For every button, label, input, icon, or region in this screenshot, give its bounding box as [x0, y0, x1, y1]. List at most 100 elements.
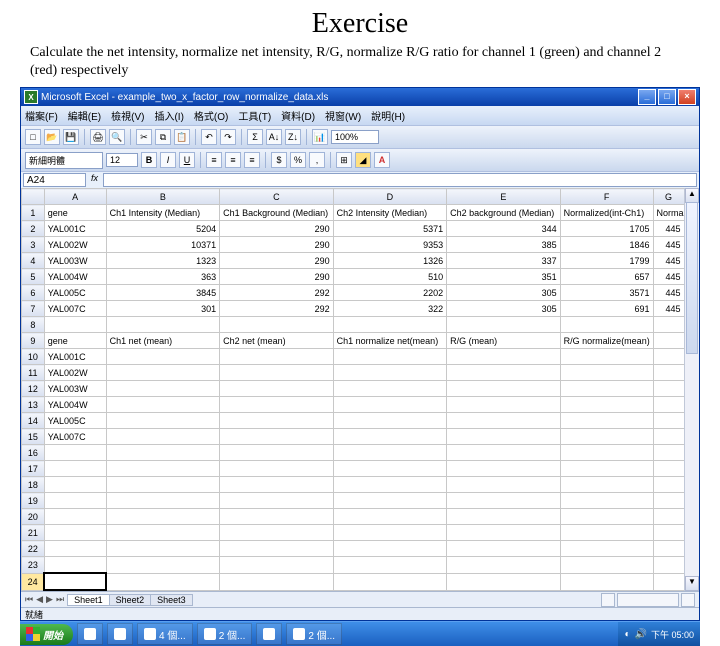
- cell[interactable]: YAL001C: [44, 349, 106, 365]
- menu-help[interactable]: 說明(H): [371, 108, 405, 123]
- taskbar-item[interactable]: 2 個...: [197, 623, 253, 645]
- bold-icon[interactable]: B: [141, 152, 157, 168]
- menu-view[interactable]: 檢視(V): [111, 108, 144, 123]
- cell[interactable]: [44, 477, 106, 493]
- cell[interactable]: [653, 349, 684, 365]
- cell[interactable]: Ch2 background (Median): [447, 205, 561, 221]
- copy-icon[interactable]: ⧉: [155, 129, 171, 145]
- cell[interactable]: 9353: [333, 237, 447, 253]
- row-header[interactable]: 15: [22, 429, 45, 445]
- row-header[interactable]: 11: [22, 365, 45, 381]
- cell[interactable]: [106, 525, 220, 541]
- taskbar-item[interactable]: [107, 623, 133, 645]
- cell[interactable]: 5204: [106, 221, 220, 237]
- cell[interactable]: [106, 429, 220, 445]
- cell[interactable]: [220, 541, 334, 557]
- cell[interactable]: [44, 509, 106, 525]
- cell[interactable]: [106, 397, 220, 413]
- cell[interactable]: 337: [447, 253, 561, 269]
- cell[interactable]: [560, 493, 653, 509]
- cell[interactable]: [333, 365, 447, 381]
- cell[interactable]: [106, 445, 220, 461]
- align-right-icon[interactable]: ≡: [244, 152, 260, 168]
- table-row[interactable]: 9geneCh1 net (mean)Ch2 net (mean)Ch1 nor…: [22, 333, 699, 349]
- cell[interactable]: 445: [653, 301, 684, 317]
- cell[interactable]: [106, 461, 220, 477]
- cell[interactable]: YAL003W: [44, 253, 106, 269]
- cell[interactable]: [333, 429, 447, 445]
- preview-icon[interactable]: 🔍: [109, 129, 125, 145]
- cell[interactable]: [560, 349, 653, 365]
- cell[interactable]: [447, 525, 561, 541]
- table-row[interactable]: 1 gene Ch1 Intensity (Median) Ch1 Backgr…: [22, 205, 699, 221]
- cell[interactable]: [220, 445, 334, 461]
- align-left-icon[interactable]: ≡: [206, 152, 222, 168]
- cell[interactable]: 385: [447, 237, 561, 253]
- row-header[interactable]: 14: [22, 413, 45, 429]
- tab-nav-prev-icon[interactable]: ◀: [36, 594, 43, 605]
- sort-asc-icon[interactable]: A↓: [266, 129, 282, 145]
- cell[interactable]: [333, 349, 447, 365]
- italic-icon[interactable]: I: [160, 152, 176, 168]
- cell[interactable]: [560, 317, 653, 333]
- table-row[interactable]: 14YAL005C: [22, 413, 699, 429]
- cell[interactable]: [653, 493, 684, 509]
- cell[interactable]: [653, 573, 684, 590]
- cell[interactable]: 305: [447, 285, 561, 301]
- menu-data[interactable]: 資料(D): [281, 108, 315, 123]
- cell[interactable]: [653, 365, 684, 381]
- table-row[interactable]: 6YAL005C384529222023053571445: [22, 285, 699, 301]
- select-all-corner[interactable]: [22, 189, 45, 205]
- cell[interactable]: 445: [653, 237, 684, 253]
- table-row[interactable]: 4YAL003W132329013263371799445: [22, 253, 699, 269]
- table-row[interactable]: 7YAL007C301292322305691445: [22, 301, 699, 317]
- table-row[interactable]: 19: [22, 493, 699, 509]
- menu-window[interactable]: 視窗(W): [325, 108, 361, 123]
- table-row[interactable]: 2YAL001C520429053713441705445: [22, 221, 699, 237]
- hscroll[interactable]: [192, 593, 695, 607]
- cell[interactable]: [220, 525, 334, 541]
- menu-insert[interactable]: 插入(I): [154, 108, 183, 123]
- cell[interactable]: 5371: [333, 221, 447, 237]
- cell[interactable]: 1323: [106, 253, 220, 269]
- cell[interactable]: [560, 541, 653, 557]
- cell[interactable]: [44, 541, 106, 557]
- taskbar-item[interactable]: [77, 623, 103, 645]
- start-button[interactable]: 開始: [20, 624, 73, 645]
- align-center-icon[interactable]: ≡: [225, 152, 241, 168]
- cell[interactable]: [653, 461, 684, 477]
- open-icon[interactable]: 📂: [44, 129, 60, 145]
- sheet-tab-3[interactable]: Sheet3: [150, 594, 193, 606]
- paste-icon[interactable]: 📋: [174, 129, 190, 145]
- cell[interactable]: Ch2 Intensity (Median): [333, 205, 447, 221]
- table-row[interactable]: 20: [22, 509, 699, 525]
- sheet-tab-1[interactable]: Sheet1: [67, 594, 110, 606]
- cell[interactable]: 1799: [560, 253, 653, 269]
- cell[interactable]: [560, 573, 653, 590]
- cell[interactable]: [653, 445, 684, 461]
- fill-color-icon[interactable]: ◢: [355, 152, 371, 168]
- menu-format[interactable]: 格式(O): [194, 108, 228, 123]
- cell[interactable]: [653, 477, 684, 493]
- cell[interactable]: [333, 541, 447, 557]
- cell[interactable]: [220, 365, 334, 381]
- row-header[interactable]: 10: [22, 349, 45, 365]
- col-header[interactable]: G: [653, 189, 684, 205]
- cell[interactable]: [653, 397, 684, 413]
- cell[interactable]: [447, 477, 561, 493]
- cell-selected[interactable]: [44, 573, 106, 590]
- cell[interactable]: [653, 429, 684, 445]
- cell[interactable]: [220, 397, 334, 413]
- cell[interactable]: YAL002W: [44, 365, 106, 381]
- cell[interactable]: YAL001C: [44, 221, 106, 237]
- cell[interactable]: 691: [560, 301, 653, 317]
- cell[interactable]: [220, 349, 334, 365]
- cell[interactable]: [220, 493, 334, 509]
- row-header[interactable]: 17: [22, 461, 45, 477]
- cell[interactable]: 290: [220, 221, 334, 237]
- row-header[interactable]: 18: [22, 477, 45, 493]
- row-header[interactable]: 16: [22, 445, 45, 461]
- cell[interactable]: [560, 397, 653, 413]
- sort-desc-icon[interactable]: Z↓: [285, 129, 301, 145]
- cell[interactable]: [447, 317, 561, 333]
